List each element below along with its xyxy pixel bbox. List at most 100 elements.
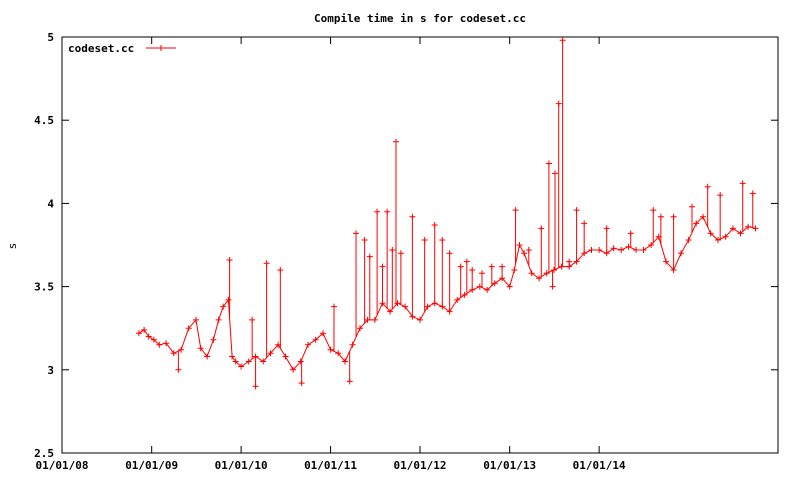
data-point — [729, 225, 736, 232]
spike-point — [457, 263, 464, 270]
data-point — [424, 303, 431, 310]
spike-point — [488, 263, 495, 270]
spike-point — [704, 183, 711, 190]
data-point — [551, 267, 557, 273]
data-point — [506, 283, 513, 290]
data-point — [387, 308, 394, 315]
spike-point — [252, 383, 259, 390]
data-point — [185, 325, 192, 332]
spike-point — [581, 220, 588, 227]
data-point — [267, 350, 274, 357]
spike-point — [657, 213, 664, 220]
data-point — [633, 247, 640, 253]
data-point — [141, 326, 148, 333]
data-point — [693, 220, 700, 227]
x-axis: 01/01/08 01/01/09 01/01/10 01/01/11 01/01/12… — [36, 37, 626, 472]
data-point — [357, 325, 363, 332]
x-tick-label: 01/01/10 — [215, 459, 268, 472]
data-point — [342, 358, 348, 365]
data-point — [335, 350, 342, 357]
y-tick-label: 2.5 — [34, 447, 54, 460]
data-point — [178, 346, 185, 353]
data-point — [229, 353, 236, 360]
data-point — [700, 213, 706, 220]
data-point — [722, 233, 729, 240]
data-point — [610, 245, 617, 252]
y-tick-label: 5 — [47, 31, 54, 44]
spike-point — [603, 225, 610, 232]
data-point — [618, 247, 625, 253]
spike-point — [346, 378, 353, 385]
data-point — [225, 296, 232, 303]
spike-point — [379, 263, 386, 270]
spike-point — [549, 283, 556, 290]
data-point — [232, 358, 239, 365]
data-point — [737, 230, 744, 237]
spike-point — [499, 263, 506, 270]
x-tick-label: 01/01/14 — [573, 459, 626, 472]
spike-point — [469, 267, 476, 273]
spike-point — [366, 253, 373, 260]
data-point — [193, 316, 199, 323]
data-point — [745, 223, 752, 230]
series-line — [138, 215, 756, 371]
data-point — [371, 316, 378, 323]
spike-point — [175, 366, 182, 373]
data-point — [596, 247, 603, 253]
legend: codeset.cc — [68, 42, 176, 55]
x-tick-label: 01/01/11 — [304, 459, 357, 472]
data-point — [197, 345, 204, 352]
y-axis: 2.5 3 3.5 4 4.5 5 — [34, 31, 778, 460]
spike-point — [749, 190, 756, 197]
y-axis-label: s — [6, 243, 19, 250]
y-tick-label: 3 — [47, 364, 54, 377]
x-tick-label: 01/01/12 — [394, 459, 447, 472]
legend-plus-marker — [158, 45, 164, 51]
data-point — [156, 341, 163, 348]
spike-point — [397, 250, 404, 257]
data-point — [543, 270, 550, 277]
data-point — [260, 358, 267, 365]
data-point — [145, 333, 152, 340]
spike-point — [226, 257, 233, 263]
spike-point — [249, 316, 256, 323]
spike-point — [627, 230, 634, 237]
plot-frame — [61, 36, 779, 454]
y-tick-label: 3.5 — [34, 281, 54, 294]
data-point — [461, 291, 468, 298]
data-point — [135, 330, 142, 337]
data-point — [215, 316, 222, 323]
data-point — [204, 353, 211, 360]
data-point — [521, 250, 528, 257]
data-point — [170, 350, 177, 357]
spike-point — [263, 260, 270, 267]
data-point — [320, 330, 326, 337]
spike-point — [389, 247, 396, 253]
data-point — [349, 341, 356, 348]
spike-point — [545, 160, 552, 167]
data-point — [364, 316, 371, 323]
spike-point — [384, 208, 391, 215]
series-codeset-cc — [135, 37, 759, 390]
chart-title: Compile time in s for codeset.cc — [314, 12, 526, 25]
spike-point — [552, 170, 558, 177]
data-point — [715, 237, 721, 243]
spike-point — [538, 225, 545, 232]
spike-point — [277, 267, 284, 273]
spike-point — [409, 213, 416, 220]
data-point — [245, 358, 252, 365]
data-point — [491, 280, 498, 287]
spike-point — [421, 237, 428, 243]
y-tick-label: 4 — [47, 197, 54, 210]
spike-point — [566, 258, 573, 265]
x-tick-label: 01/01/09 — [125, 459, 178, 472]
data-point — [511, 267, 518, 273]
spike-point — [573, 207, 580, 214]
data-point — [528, 270, 535, 277]
data-point — [707, 230, 714, 237]
data-point — [536, 275, 543, 282]
data-point — [678, 250, 684, 257]
spike-point — [393, 138, 399, 145]
spike-point — [463, 258, 470, 265]
